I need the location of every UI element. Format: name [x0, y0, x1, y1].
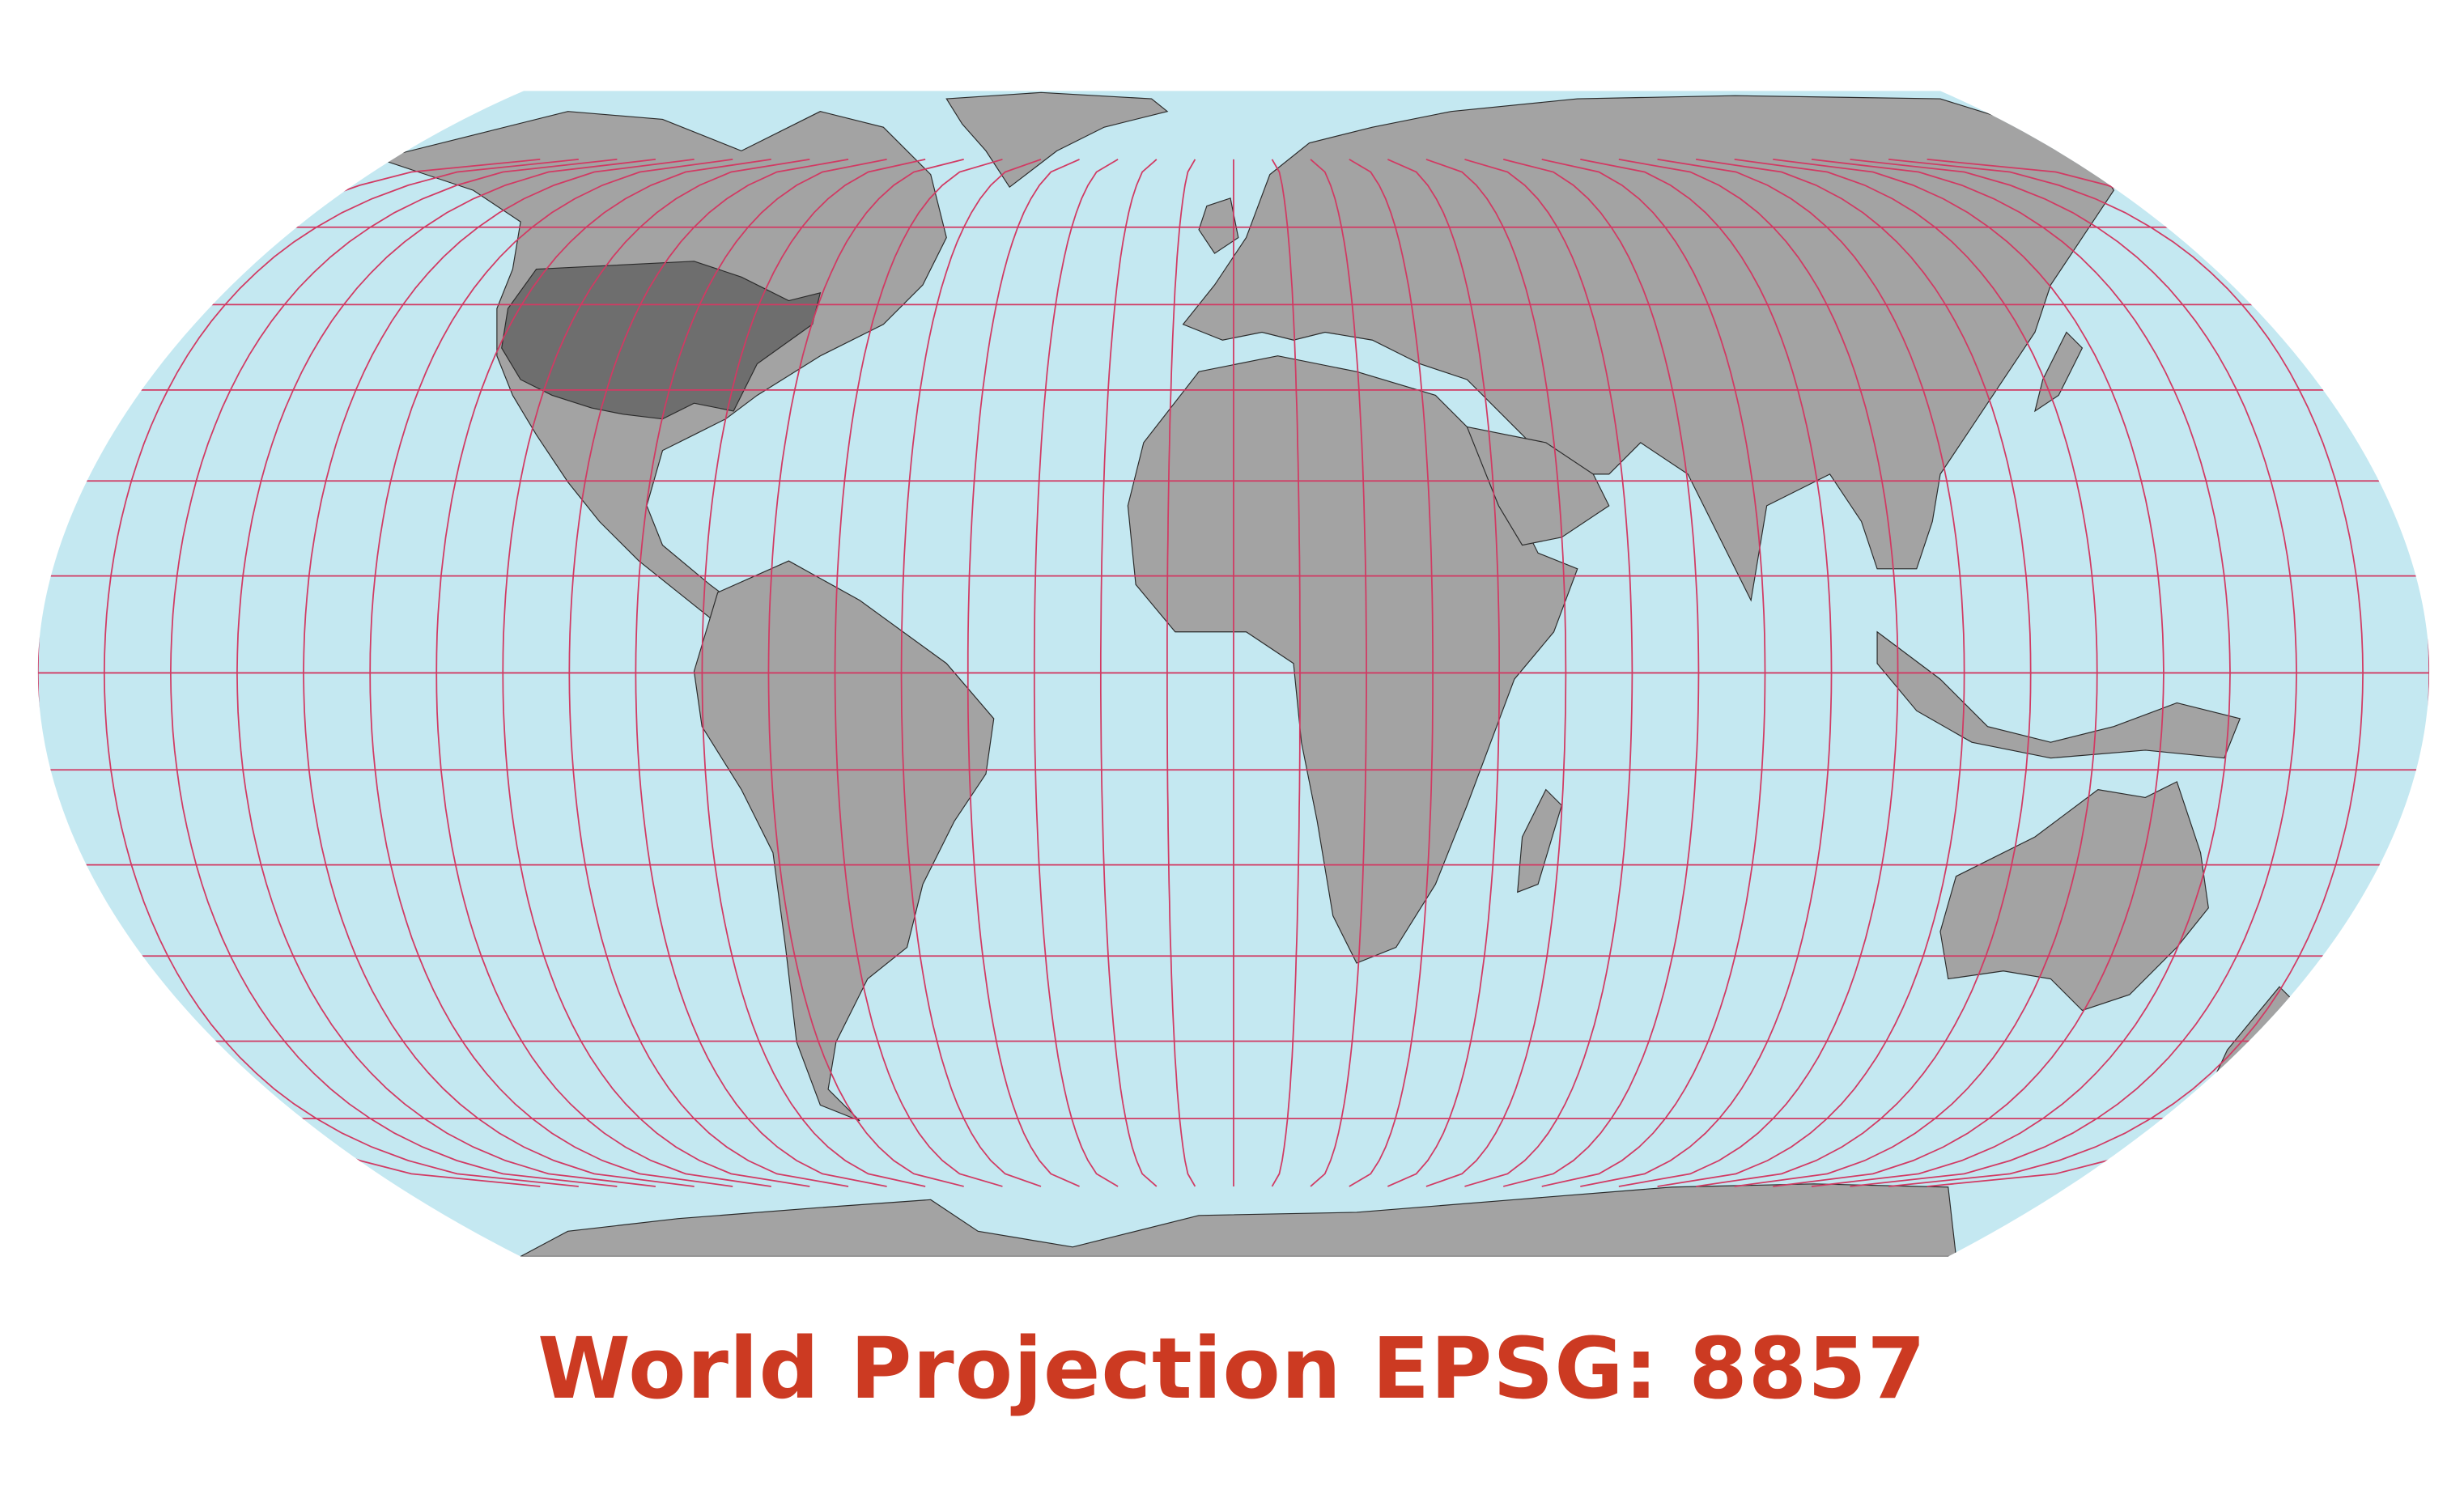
landmass-maritime-southeast-asia [1876, 630, 2241, 759]
landmass-madagascar [1517, 788, 1562, 893]
map-panel [37, 91, 2430, 1257]
land-layer [37, 91, 2430, 1257]
landmass-japan [2033, 331, 2084, 413]
landmass-greenland [945, 91, 1169, 189]
graticule [37, 159, 2430, 1187]
world-map [37, 91, 2430, 1257]
landmass-antarctica [520, 1183, 1957, 1257]
map-title: World Projection EPSG: 8857 [537, 1319, 1927, 1418]
landmass-british-isles [1198, 197, 1239, 254]
landmass-usa-highlight [501, 261, 822, 420]
landmass-arabia [1466, 426, 1610, 546]
